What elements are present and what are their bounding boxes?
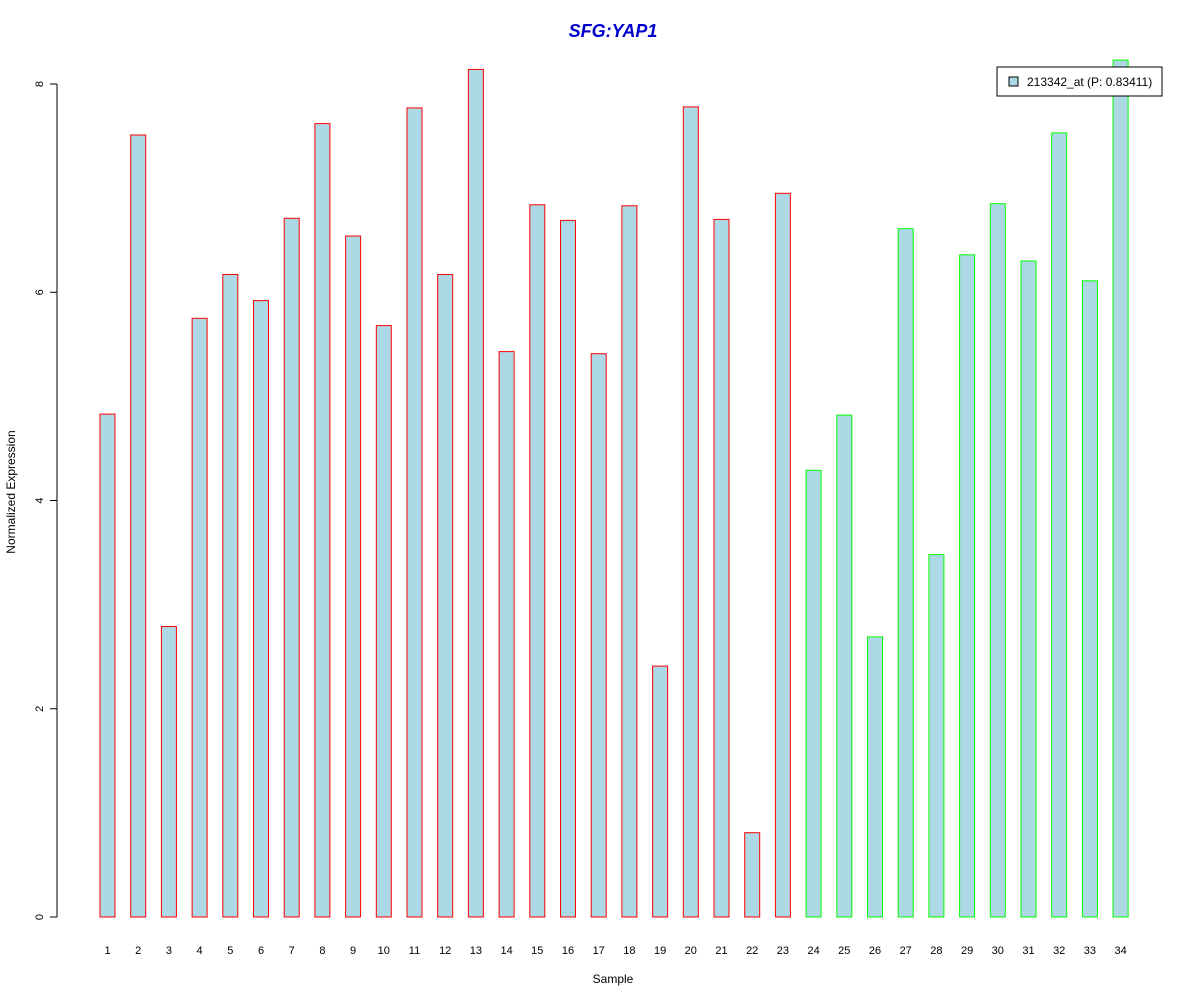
x-tick-label: 16 [562,945,574,957]
x-tick-label: 13 [470,945,482,957]
y-axis: 0 2 4 6 8 [34,81,58,920]
y-tick-label: 4 [34,497,46,503]
x-tick-label: 24 [807,945,819,957]
x-tick-label: 34 [1114,945,1126,957]
bar-sample-32 [1051,132,1068,918]
bar-sample-29 [959,254,976,918]
x-tick-label: 4 [197,945,203,957]
bar-sample-25 [836,414,853,918]
bar-sample-34 [1112,59,1129,918]
bar-sample-8 [314,123,331,918]
x-tick-label: 12 [439,945,451,957]
x-tick-label: 17 [593,945,605,957]
bar-sample-6 [253,300,269,918]
legend-box [996,66,1163,97]
x-tick-label: 2 [135,945,141,957]
bar-sample-30 [989,203,1006,918]
legend-swatch [1008,76,1019,87]
x-tick-label: 11 [409,945,420,957]
x-tick-label: 9 [350,945,356,957]
bar-sample-17 [590,353,607,918]
bar-sample-15 [529,204,546,918]
x-tick-label: 28 [930,945,942,957]
bar-sample-18 [621,205,638,918]
y-tick-label: 8 [34,81,46,87]
x-tick-label: 22 [746,945,758,957]
x-tick-label: 19 [654,945,666,957]
y-tick-label: 2 [34,706,46,712]
x-tick-label: 21 [715,945,727,957]
x-tick-label: 29 [961,945,973,957]
bar-sample-21 [713,218,730,918]
bar-sample-3 [160,626,177,918]
y-tick-label: 0 [34,914,46,920]
bar-sample-19 [652,665,669,918]
bar-sample-31 [1020,260,1037,918]
bar-sample-26 [867,636,883,918]
x-tick-label: 3 [166,945,172,957]
bar-sample-33 [1081,280,1098,918]
x-tick-label: 26 [869,945,881,957]
x-tick-label: 1 [104,945,110,957]
x-tick-label: 5 [227,945,233,957]
x-axis-label: Sample [593,972,634,986]
x-tick-label: 27 [900,945,912,957]
bar-sample-24 [805,469,822,918]
x-tick-label: 8 [319,945,325,957]
bars-layer [99,59,1129,918]
bar-sample-28 [928,554,945,918]
x-tick-label: 18 [623,945,635,957]
y-tick-label: 6 [34,289,46,295]
x-axis-tick-labels: 1 2 3 4 5 6 7 8 9 10 11 12 13 14 15 16 17 18 19 20 21 22 23 24 2… [104,945,1126,957]
bar-sample-16 [560,219,576,918]
bar-sample-1 [99,413,116,918]
bar-sample-7 [283,217,300,918]
bar-sample-11 [406,107,423,918]
x-tick-label: 23 [777,945,789,957]
x-tick-label: 6 [258,945,264,957]
x-tick-label: 15 [531,945,543,957]
bar-sample-9 [345,235,362,918]
x-tick-label: 31 [1022,945,1034,957]
bar-sample-13 [467,68,484,918]
x-tick-label: 32 [1053,945,1065,957]
x-tick-label: 7 [289,945,295,957]
bar-sample-10 [375,325,392,918]
bar-sample-27 [897,228,914,918]
bar-sample-20 [682,106,699,918]
x-tick-label: 14 [500,945,512,957]
x-tick-label: 33 [1084,945,1096,957]
bar-sample-14 [498,351,515,918]
bar-sample-23 [774,192,791,918]
bar-sample-22 [744,832,761,918]
bar-sample-5 [222,274,239,918]
x-tick-label: 30 [992,945,1004,957]
bar-sample-2 [130,134,147,918]
x-tick-label: 20 [685,945,697,957]
y-axis-label: Normalized Expression [4,430,18,553]
bar-sample-4 [191,317,208,918]
x-tick-label: 25 [838,945,850,957]
legend-label: 213342_at (P: 0.83411) [1027,75,1152,89]
chart-title: SFG:YAP1 [569,21,658,41]
x-tick-label: 10 [378,945,390,957]
bar-sample-12 [437,274,454,918]
legend: 213342_at (P: 0.83411) [996,66,1163,97]
